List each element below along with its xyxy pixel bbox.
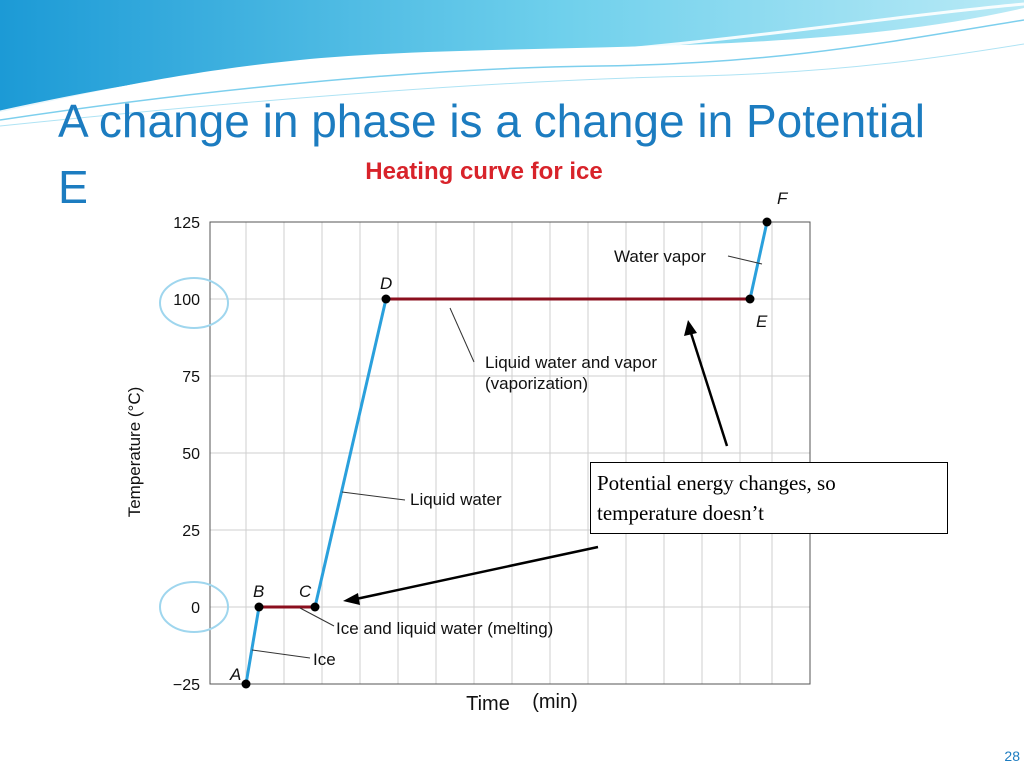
plot-frame: [209, 221, 811, 685]
slide-title-line-2: E: [58, 161, 89, 213]
annotation-leader: [449, 307, 475, 363]
curve-segment-EF: [748, 221, 769, 300]
y-tick-label: 0: [191, 600, 200, 617]
x-axis-units: (min): [532, 691, 578, 713]
callout-arrow-left: [343, 545, 599, 605]
callout-box: Potential energy changes, so temperature…: [590, 462, 948, 534]
point-label-F: F: [777, 189, 789, 208]
slide-title-line-1: A change in phase is a change in Potenti…: [58, 95, 925, 147]
annotation-label: (vaporization): [485, 374, 588, 393]
point-label-D: D: [380, 274, 392, 293]
y-tick-label: 25: [182, 523, 200, 540]
curve-point-F: [762, 217, 772, 227]
point-label-E: E: [756, 312, 768, 331]
annotation-label: Liquid water: [410, 490, 502, 509]
curve-segment-AB: [244, 606, 261, 685]
y-axis-label: Temperature (°C): [125, 387, 144, 518]
point-label-A: A: [229, 665, 241, 684]
curve-point-E: [745, 294, 755, 304]
y-tick-label: 75: [182, 369, 200, 386]
y-tick-label: 50: [182, 446, 200, 463]
annotation-leader: [299, 607, 335, 627]
callout-arrow-up: [684, 320, 729, 447]
curve-point-labels: A B C D E F: [229, 189, 789, 684]
curve-point-C: [310, 602, 320, 612]
curve-segments: [244, 221, 769, 685]
curve-point-A: [241, 679, 251, 689]
chart-title: Heating curve for ice: [365, 158, 602, 185]
curve-segment-CD: [313, 298, 388, 608]
slide-number: 28: [1004, 748, 1020, 764]
callout-line-1: Potential energy changes, so: [597, 471, 836, 495]
highlight-0-circle: [159, 581, 229, 633]
callout-line-2: temperature doesn’t: [597, 501, 764, 525]
slide-title: A change in phase is a change in Potenti…: [58, 88, 958, 220]
decorative-header-banner: [0, 0, 1024, 127]
annotation-label: Ice: [313, 650, 336, 669]
annotation-label: Water vapor: [614, 247, 706, 266]
curve-point-D: [381, 294, 391, 304]
y-axis-ticks: 125 100 75 50 25 0 −25: [173, 215, 200, 694]
point-label-C: C: [299, 582, 312, 601]
y-tick-label: −25: [173, 677, 200, 694]
y-tick-label: 125: [173, 215, 200, 232]
annotation-leader: [341, 491, 406, 501]
y-tick-label: 100: [173, 292, 200, 309]
point-label-B: B: [253, 582, 264, 601]
x-axis-label: Time: [466, 693, 510, 715]
annotation-label: Liquid water and vapor: [485, 353, 657, 372]
chart-background: [86, 150, 856, 715]
highlight-100-circle: [159, 277, 229, 329]
curve-points: [241, 217, 772, 689]
annotation-leaders: [251, 255, 763, 659]
annotation-leader: [251, 649, 311, 659]
curve-point-B: [254, 602, 264, 612]
annotation-label: Ice and liquid water (melting): [336, 619, 553, 638]
annotation-leader: [727, 255, 763, 265]
